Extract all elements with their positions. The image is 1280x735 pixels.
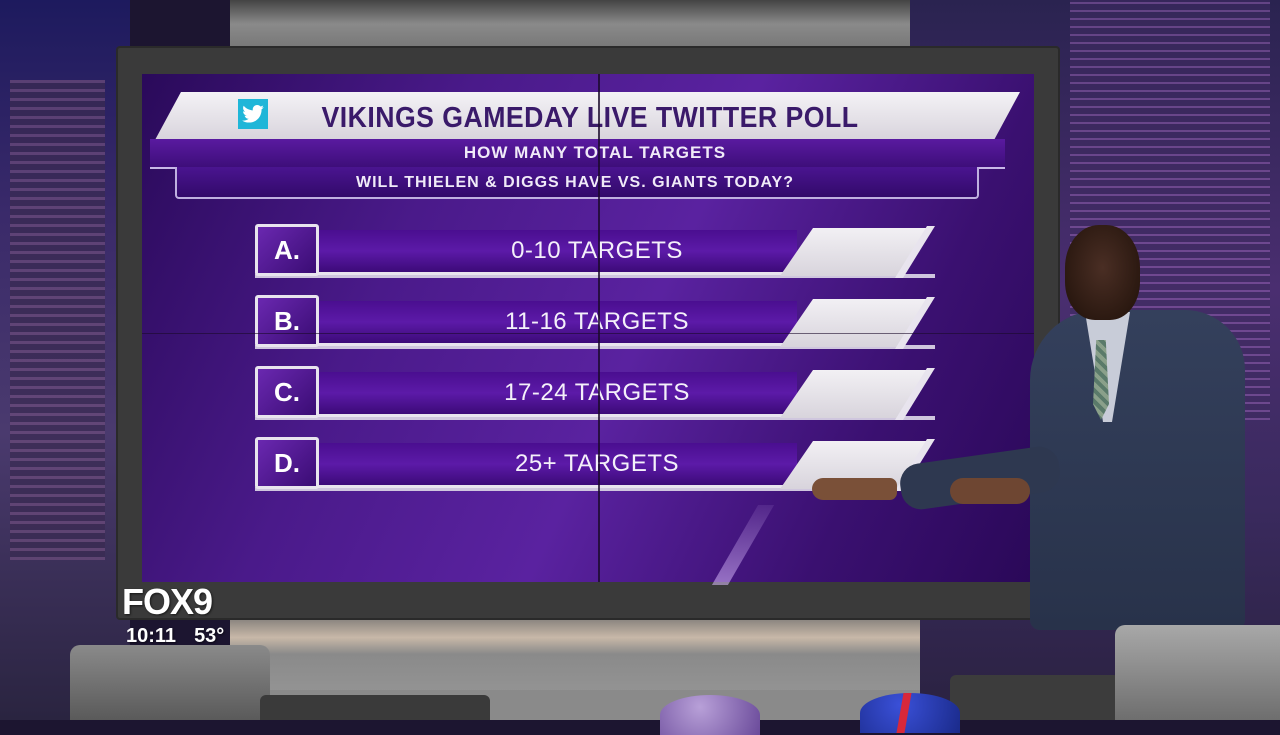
station-logo: FOX9 [122, 581, 213, 622]
option-letter: B. [255, 295, 319, 347]
poll-option-a: A. 0-10 TARGETS [255, 224, 945, 280]
anchor-head [1065, 225, 1140, 320]
option-underline [255, 487, 935, 491]
option-underline [255, 274, 935, 278]
broadcast-temperature: 53° [194, 625, 225, 647]
option-label: 0-10 TARGETS [511, 237, 683, 264]
option-underline [255, 416, 935, 420]
title-banner [155, 92, 1020, 140]
studio-chair-left-arm [260, 695, 490, 720]
option-bar [317, 443, 797, 488]
poll-subtitle-line2: WILL THIELEN & DIGGS HAVE VS. GIANTS TOD… [356, 174, 794, 191]
anchor-hand-right [950, 478, 1030, 504]
vikings-helmet [660, 695, 760, 735]
poll-option-c: C. 17-24 TARGETS [255, 366, 945, 422]
video-wall-seam-vertical [598, 74, 600, 582]
option-letter: D. [255, 437, 319, 489]
option-bar [317, 372, 797, 417]
studio-chair-right [1115, 625, 1280, 720]
option-underline [255, 345, 935, 349]
poll-title: VIKINGS GAMEDAY LIVE TWITTER POLL [321, 102, 859, 134]
anchor-hand-left [812, 478, 897, 500]
option-label: 17-24 TARGETS [504, 379, 690, 406]
studio-chair-left [70, 645, 270, 720]
option-label: 25+ TARGETS [514, 450, 679, 477]
video-wall-seam-horizontal [142, 333, 1034, 334]
option-label: 11-16 TARGETS [505, 308, 689, 335]
twitter-icon [238, 99, 268, 129]
time-temp-bug: 10:11 53° [126, 624, 242, 648]
option-letter: A. [255, 224, 319, 276]
subtitle-banner-2 [175, 167, 979, 199]
city-skyline-left [10, 80, 105, 560]
option-bar [317, 301, 797, 346]
option-letter: C. [255, 366, 319, 418]
anchor-tie [1093, 340, 1109, 420]
studio-chair-right-arm [950, 675, 1120, 720]
anchor-suit [1030, 310, 1245, 630]
option-bar [317, 230, 797, 275]
poll-subtitle-line1: HOW MANY TOTAL TARGETS [463, 143, 727, 162]
poll-option-b: B. 11-16 TARGETS [255, 295, 945, 351]
giants-helmet [860, 693, 960, 733]
broadcast-time: 10:11 [126, 625, 177, 647]
